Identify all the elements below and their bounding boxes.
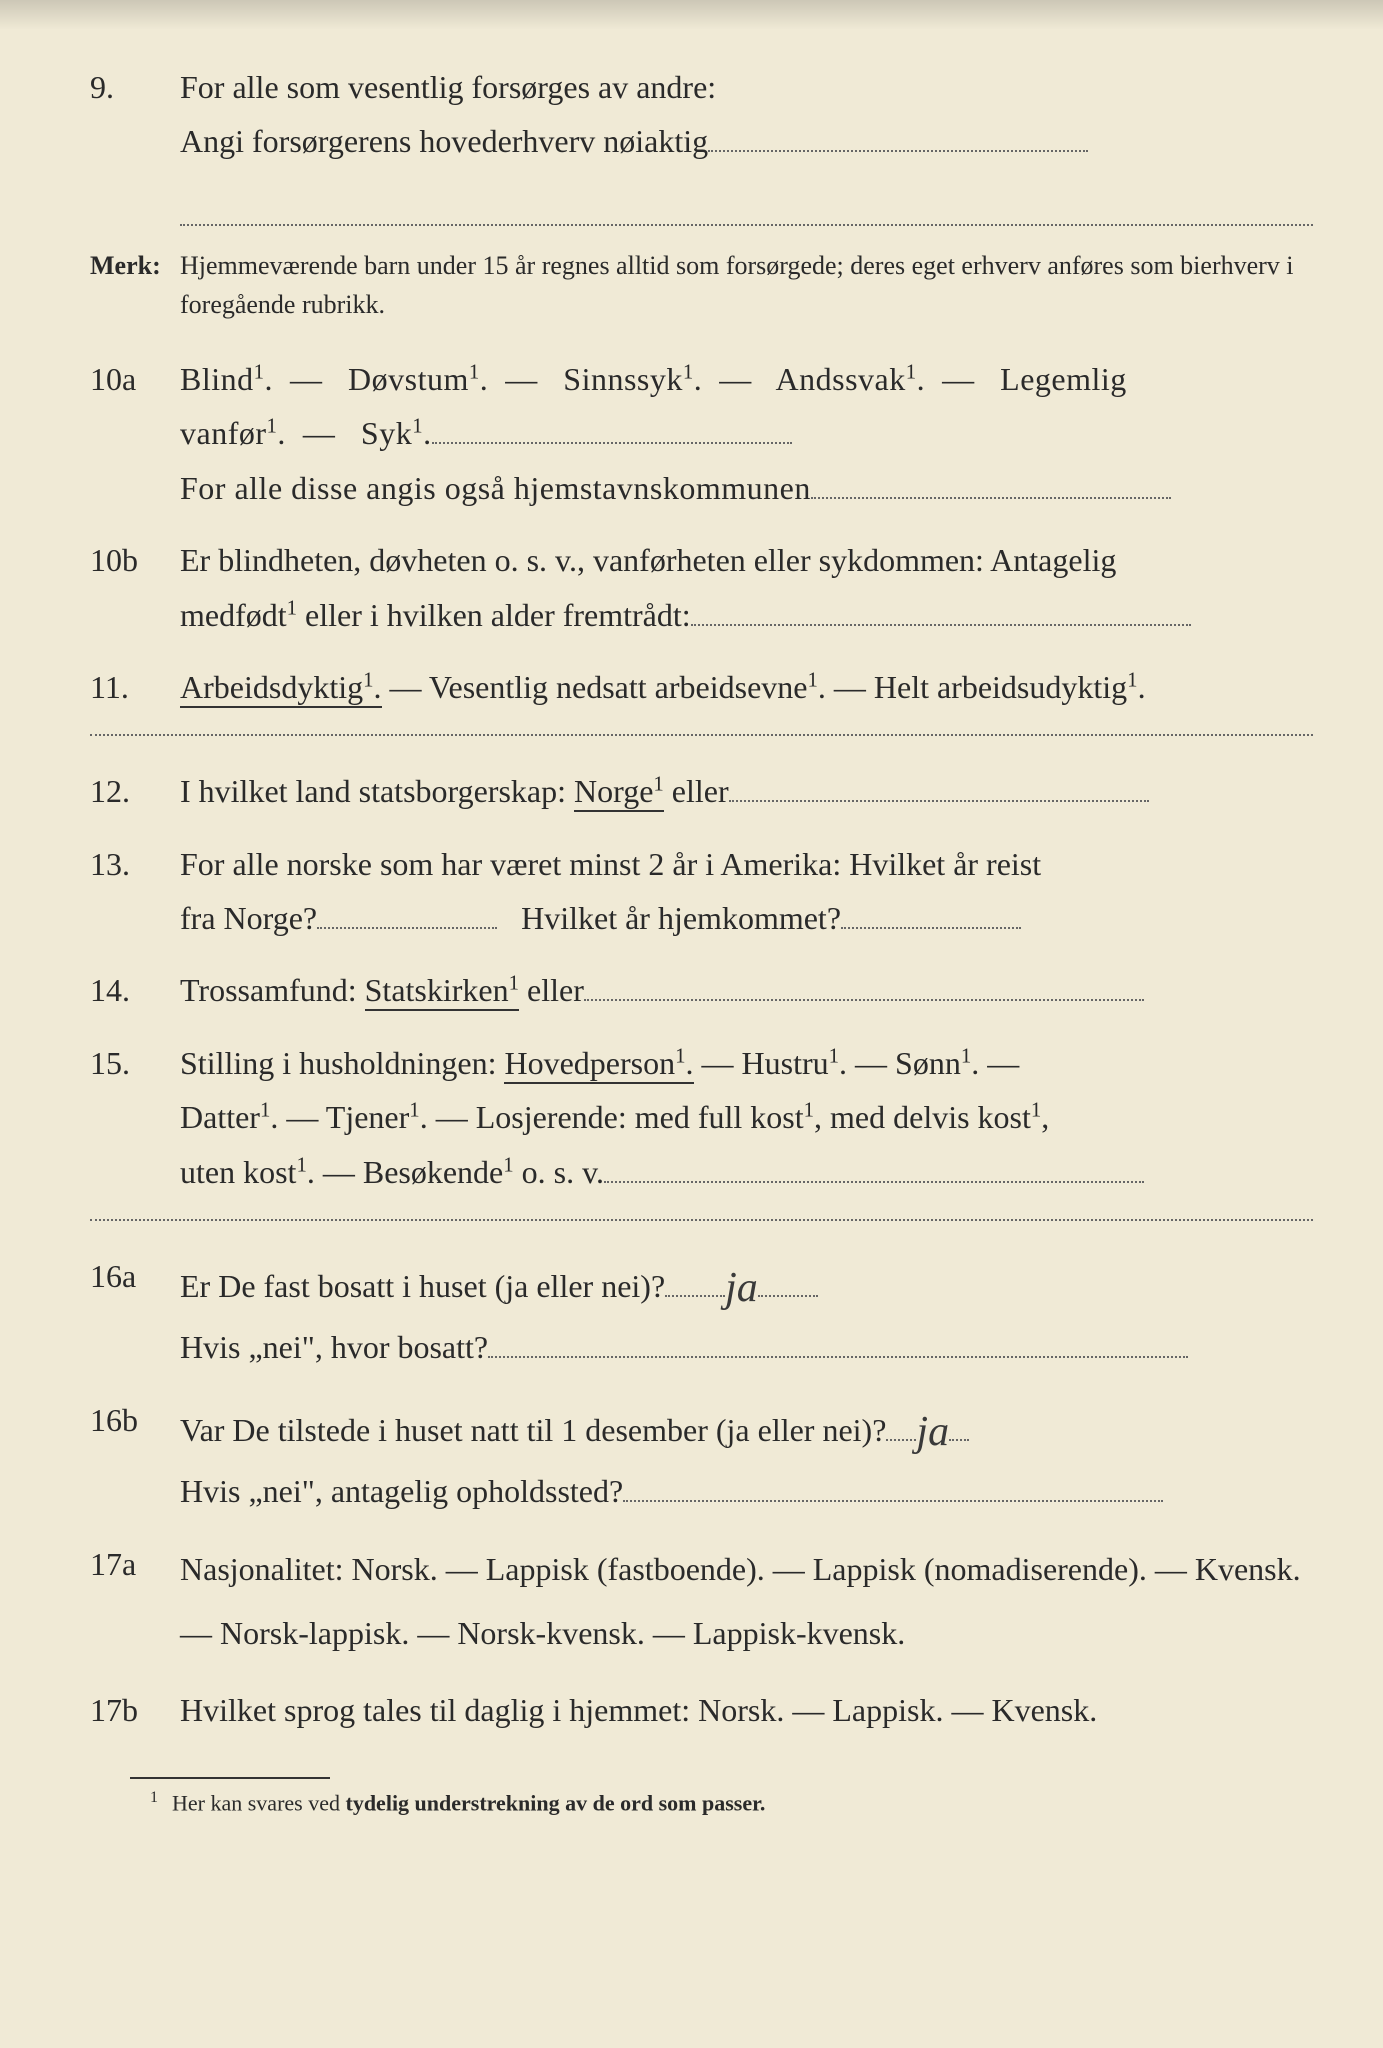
q16b-blank[interactable] [623,1500,1163,1502]
question-16a: 16a Er De fast bosatt i huset (ja eller … [90,1249,1313,1375]
q9-blank[interactable] [708,150,1088,152]
q16b-line2: Hvis „nei", antagelig opholdssted? [180,1464,1313,1518]
q16a-answer[interactable]: ja [725,1253,758,1324]
separator-2 [90,1219,1313,1221]
q9-number: 9. [90,60,180,226]
q9-line2: Angi forsørgerens hovederhverv nøiaktig [180,114,1313,168]
q10a-line1: Blind1. — Døvstum1. — Sinnssyk1. — Andss… [180,352,1313,406]
separator-1 [90,734,1313,736]
question-17a: 17a Nasjonalitet: Norsk. — Lappisk (fast… [90,1537,1313,1665]
q16b-number: 16b [90,1393,180,1519]
census-form-page: 9. For alle som vesentlig forsørges av a… [0,0,1383,2048]
q10a-blank2[interactable] [811,497,1171,499]
q15-blank[interactable] [604,1181,1144,1183]
question-11: 11. Arbeidsdyktig1. — Vesentlig nedsatt … [90,660,1313,714]
question-15: 15. Stilling i husholdningen: Hovedperso… [90,1036,1313,1199]
q10a-number: 10a [90,352,180,515]
footnote-rule [130,1777,330,1779]
q10b-blank[interactable] [691,624,1191,626]
merk-text: Hjemmeværende barn under 15 år regnes al… [180,246,1313,324]
q10b-line1: Er blindheten, døvheten o. s. v., vanfør… [180,533,1313,587]
q15-line2: Datter1. — Tjener1. — Losjerende: med fu… [180,1090,1313,1144]
q15-number: 15. [90,1036,180,1199]
q17b-number: 17b [90,1683,180,1737]
footnote: 1Her kan svares ved tydelig understrekni… [150,1789,1313,1816]
q10a-line2: vanfør1. — Syk1. [180,406,1313,460]
merk-label: Merk: [90,246,180,324]
q16b-body: Var De tilstede i huset natt til 1 desem… [180,1393,1313,1519]
q16b-line1: Var De tilstede i huset natt til 1 desem… [180,1393,1313,1464]
q13-number: 13. [90,837,180,946]
q10a-line3: For alle disse angis også hjemstavnskomm… [180,461,1313,515]
question-9: 9. For alle som vesentlig forsørges av a… [90,60,1313,226]
q16a-line2: Hvis „nei", hvor bosatt? [180,1320,1313,1374]
question-10a: 10a Blind1. — Døvstum1. — Sinnssyk1. — A… [90,352,1313,515]
q9-line1: For alle som vesentlig forsørges av andr… [180,60,1313,114]
q11-selected[interactable]: Arbeidsdyktig1. [180,669,382,708]
q13-blank2[interactable] [841,927,1021,929]
q10b-number: 10b [90,533,180,642]
q10b-body: Er blindheten, døvheten o. s. v., vanfør… [180,533,1313,642]
q12-blank[interactable] [729,800,1149,802]
q9-body: For alle som vesentlig forsørges av andr… [180,60,1313,226]
q11-number: 11. [90,660,180,714]
q16a-line1: Er De fast bosatt i huset (ja eller nei)… [180,1249,1313,1320]
question-14: 14. Trossamfund: Statskirken1 eller [90,963,1313,1017]
q17a-body: Nasjonalitet: Norsk. — Lappisk (fastboen… [180,1537,1313,1665]
q12-selected[interactable]: Norge1 [574,773,664,812]
page-shadow [0,0,1383,30]
q17a-number: 17a [90,1537,180,1665]
q13-line1: For alle norske som har været minst 2 år… [180,837,1313,891]
q15-line3: uten kost1. — Besøkende1 o. s. v. [180,1145,1313,1199]
question-10b: 10b Er blindheten, døvheten o. s. v., va… [90,533,1313,642]
q12-body: I hvilket land statsborgerskap: Norge1 e… [180,764,1313,818]
q16a-number: 16a [90,1249,180,1375]
question-13: 13. For alle norske som har været minst … [90,837,1313,946]
question-16b: 16b Var De tilstede i huset natt til 1 d… [90,1393,1313,1519]
q12-number: 12. [90,764,180,818]
q16a-blank[interactable] [488,1356,1188,1358]
q15-line1: Stilling i husholdningen: Hovedperson1. … [180,1036,1313,1090]
merk-note: Merk: Hjemmeværende barn under 15 år reg… [90,246,1313,324]
q9-blank2[interactable] [180,173,1313,226]
question-17b: 17b Hvilket sprog tales til daglig i hje… [90,1683,1313,1737]
q10a-body: Blind1. — Døvstum1. — Sinnssyk1. — Andss… [180,352,1313,515]
q14-body: Trossamfund: Statskirken1 eller [180,963,1313,1017]
q15-selected[interactable]: Hovedperson1. [504,1045,693,1084]
q13-line2: fra Norge? Hvilket år hjemkommet? [180,891,1313,945]
q11-body: Arbeidsdyktig1. — Vesentlig nedsatt arbe… [180,660,1313,714]
question-12: 12. I hvilket land statsborgerskap: Norg… [90,764,1313,818]
q16a-body: Er De fast bosatt i huset (ja eller nei)… [180,1249,1313,1375]
q13-body: For alle norske som har været minst 2 år… [180,837,1313,946]
q14-selected[interactable]: Statskirken1 [365,972,519,1011]
q16b-answer[interactable]: ja [916,1397,949,1468]
q15-body: Stilling i husholdningen: Hovedperson1. … [180,1036,1313,1199]
q13-blank1[interactable] [317,927,497,929]
q14-number: 14. [90,963,180,1017]
q14-blank[interactable] [584,999,1144,1001]
q10b-line2: medfødt1 eller i hvilken alder fremtrådt… [180,588,1313,642]
q10a-blank[interactable] [432,442,792,444]
q17b-body: Hvilket sprog tales til daglig i hjemmet… [180,1683,1313,1737]
